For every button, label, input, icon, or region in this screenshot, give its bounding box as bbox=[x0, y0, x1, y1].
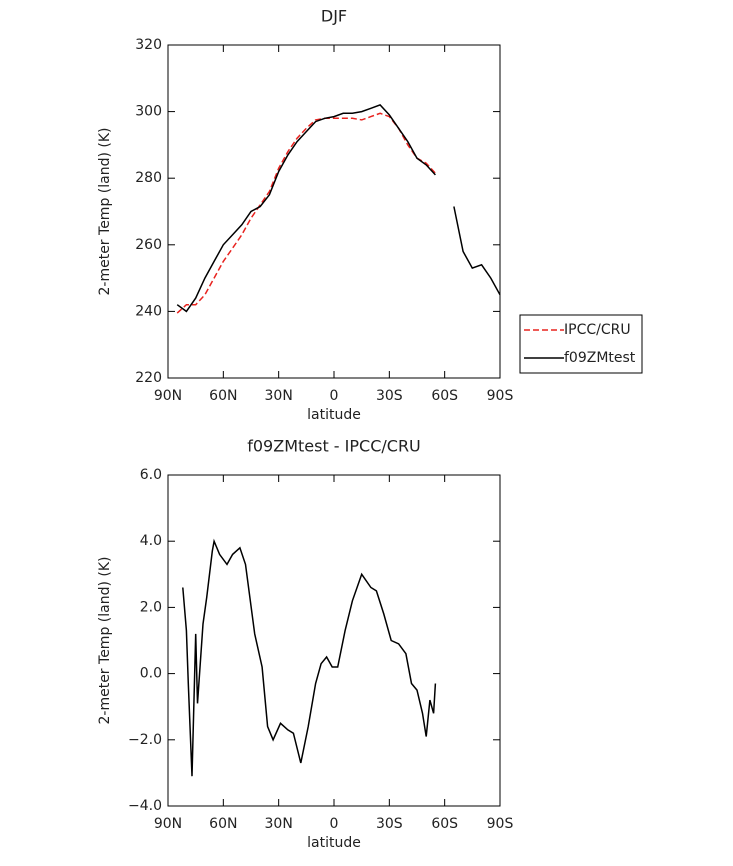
data-line bbox=[176, 104, 501, 313]
x-tick-label: 0 bbox=[330, 816, 339, 832]
y-tick-label: 0.0 bbox=[140, 666, 162, 682]
x-tick-label: 90S bbox=[487, 388, 514, 404]
y-tick-label: −4.0 bbox=[128, 798, 162, 814]
y-tick-label: 240 bbox=[135, 303, 162, 319]
x-tick-label: 30S bbox=[376, 816, 403, 832]
chart-title: f09ZMtest - IPCC/CRU bbox=[247, 437, 421, 456]
y-tick-label: 320 bbox=[135, 37, 162, 53]
y-tick-label: −2.0 bbox=[128, 732, 162, 748]
y-tick-label: 6.0 bbox=[140, 467, 162, 483]
x-axis-label: latitude bbox=[307, 407, 361, 423]
y-axis-label: 2-meter Temp (land) (K) bbox=[97, 557, 113, 725]
x-axis-label: latitude bbox=[307, 835, 361, 851]
x-tick-label: 60N bbox=[209, 388, 237, 404]
x-tick-label: 60S bbox=[431, 388, 458, 404]
plot-frame bbox=[167, 44, 501, 379]
x-tick-label: 0 bbox=[330, 388, 339, 404]
y-tick-label: 4.0 bbox=[140, 533, 162, 549]
x-tick-label: 30N bbox=[265, 388, 293, 404]
data-line bbox=[182, 538, 437, 777]
x-tick-label: 60N bbox=[209, 816, 237, 832]
legend-label: IPCC/CRU bbox=[564, 322, 631, 338]
data-line bbox=[176, 112, 436, 314]
x-tick-label: 30N bbox=[265, 816, 293, 832]
x-tick-label: 90S bbox=[487, 816, 514, 832]
chart-title: DJF bbox=[321, 7, 347, 26]
legend-box bbox=[519, 314, 643, 374]
y-tick-label: 2.0 bbox=[140, 599, 162, 615]
x-tick-label: 90N bbox=[154, 388, 182, 404]
y-tick-label: 300 bbox=[135, 104, 162, 120]
x-tick-label: 30S bbox=[376, 388, 403, 404]
y-tick-label: 280 bbox=[135, 170, 162, 186]
legend-label: f09ZMtest bbox=[564, 350, 636, 366]
y-axis-label: 2-meter Temp (land) (K) bbox=[97, 128, 113, 296]
y-tick-label: 260 bbox=[135, 237, 162, 253]
x-tick-label: 60S bbox=[431, 816, 458, 832]
y-tick-label: 220 bbox=[135, 370, 162, 386]
x-tick-label: 90N bbox=[154, 816, 182, 832]
plot-frame bbox=[167, 474, 501, 807]
